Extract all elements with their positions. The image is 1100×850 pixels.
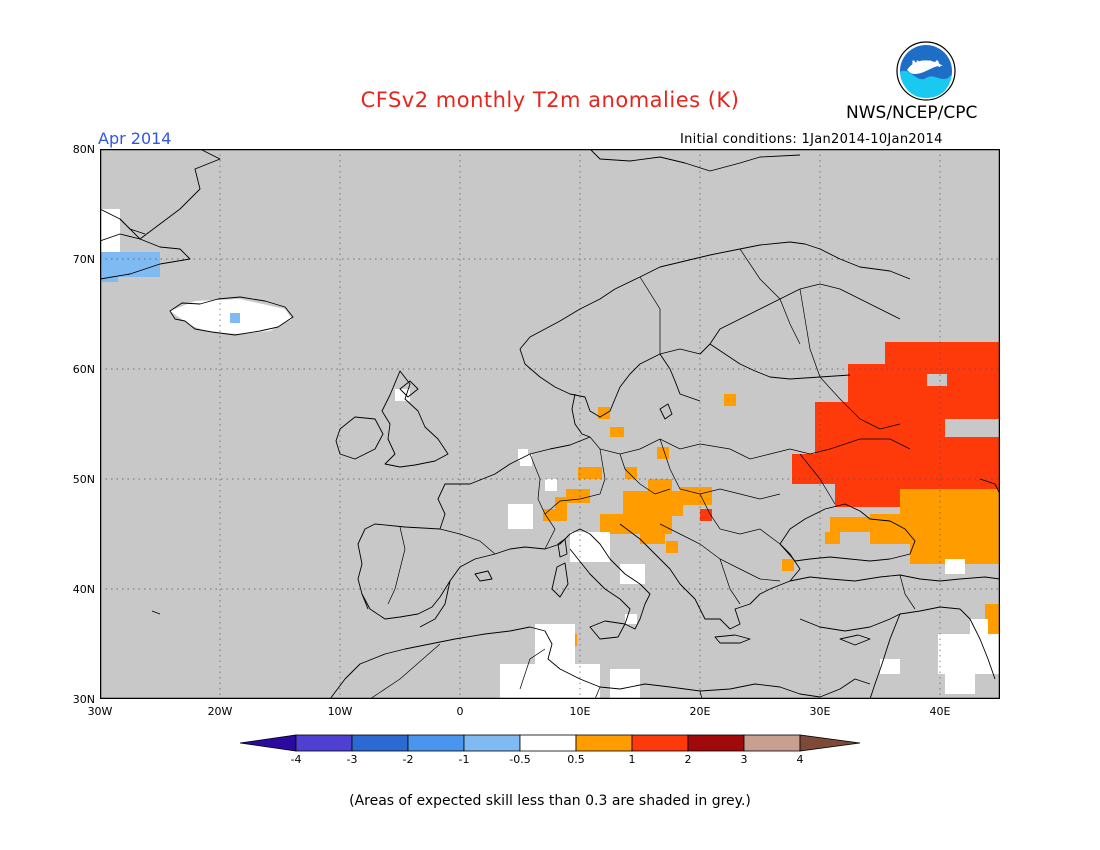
- noaa-logo: NOAA: [895, 40, 957, 106]
- lat-label-70n: 70N: [72, 253, 95, 266]
- colorbar-label: -1: [458, 753, 470, 766]
- colorbar-label: -4: [290, 753, 302, 766]
- lon-label-20e: 20E: [689, 705, 711, 718]
- lon-label-10w: 10W: [327, 705, 353, 718]
- colorbar-bin-3-4: [743, 734, 801, 752]
- colorbar-bin-2-3: [687, 734, 745, 752]
- colorbar-bin-1-2: [631, 734, 689, 752]
- anomaly-cells-black-sea: [782, 489, 1000, 634]
- colorbar-bin-above-4: [799, 734, 861, 752]
- lon-label-30e: 30E: [809, 705, 831, 718]
- lat-label-30n: 30N: [72, 693, 95, 706]
- map-title: CFSv2 monthly T2m anomalies (K): [360, 88, 740, 112]
- colorbar-bin-05-1: [575, 734, 633, 752]
- initial-conditions-label: Initial conditions: 1Jan2014-10Jan2014: [680, 132, 943, 147]
- lon-label-20w: 20W: [207, 705, 233, 718]
- noaa-logo-text: NOAA: [912, 60, 941, 70]
- valid-month-label: Apr 2014: [98, 129, 172, 148]
- agency-label: NWS/NCEP/CPC: [846, 103, 978, 123]
- lat-label-60n: 60N: [72, 363, 95, 376]
- anomaly-map: [100, 149, 1000, 699]
- colorbar-bin-neg2-neg1: [407, 734, 465, 752]
- lat-label-40n: 40N: [72, 583, 95, 596]
- anomaly-cells-central-europe: [543, 394, 736, 659]
- colorbar-label: 1: [628, 753, 636, 766]
- colorbar: [239, 734, 861, 752]
- map-frame: [100, 149, 1000, 699]
- colorbar-label: 3: [740, 753, 748, 766]
- colorbar-label: 4: [796, 753, 804, 766]
- colorbar-label: -2: [402, 753, 414, 766]
- colorbar-label: -0.5: [509, 753, 531, 766]
- lat-label-80n: 80N: [72, 143, 95, 156]
- colorbar-bin-neg4-neg3: [295, 734, 353, 752]
- anomaly-cell-hungary: [700, 509, 712, 521]
- skill-footnote: (Areas of expected skill less than 0.3 a…: [349, 793, 751, 809]
- colorbar-label: 2: [684, 753, 692, 766]
- anomaly-cells-greenland: [100, 209, 160, 282]
- lon-label-40e: 40E: [929, 705, 951, 718]
- lon-label-0: 0: [456, 705, 464, 718]
- colorbar-bin-neg1-neg05: [463, 734, 521, 752]
- colorbar-bin-below-4: [239, 734, 297, 752]
- lon-label-30w: 30W: [87, 705, 113, 718]
- anomaly-cells-russia: [792, 342, 1000, 507]
- lon-label-10e: 10E: [569, 705, 591, 718]
- country-borders: [369, 248, 916, 699]
- anomaly-cells-iceland: [170, 299, 292, 334]
- colorbar-label: -3: [346, 753, 358, 766]
- colorbar-label: 0.5: [567, 753, 585, 766]
- gridlines: [100, 149, 1000, 699]
- colorbar-bin-neutral: [519, 734, 577, 752]
- colorbar-bin-neg3-neg2: [351, 734, 409, 752]
- lat-label-50n: 50N: [72, 473, 95, 486]
